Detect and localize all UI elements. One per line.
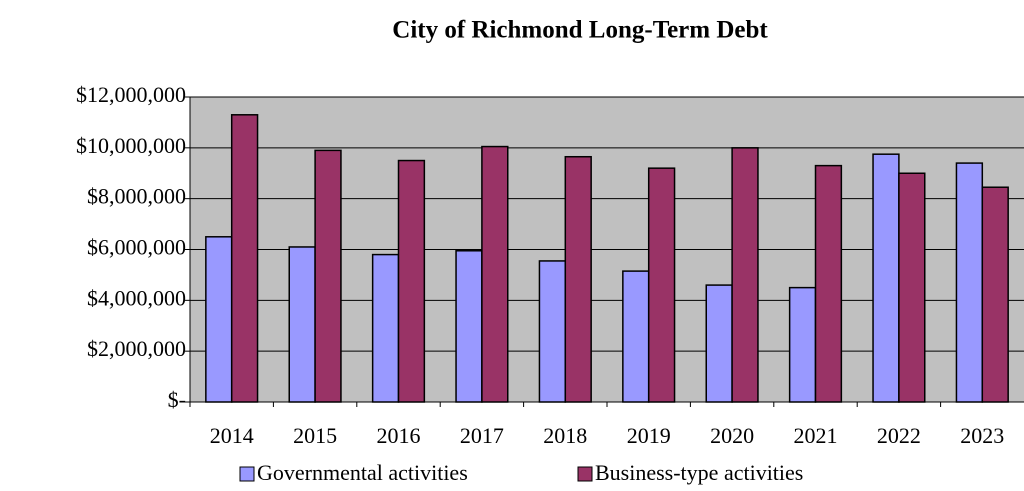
bar — [538, 260, 567, 403]
bar — [481, 145, 509, 403]
bar — [981, 186, 1009, 403]
bar — [564, 155, 592, 403]
bar — [814, 164, 843, 403]
legend-swatch — [577, 466, 593, 482]
legend-label: Business-type activities — [595, 460, 803, 485]
bar — [371, 253, 400, 403]
y-tick-label: $- — [168, 387, 186, 412]
bar — [898, 172, 926, 403]
bar — [314, 149, 342, 403]
y-tick-label: $10,000,000 — [76, 133, 186, 158]
bar — [397, 159, 426, 403]
chart-title: City of Richmond Long-Term Debt — [392, 17, 768, 44]
bar — [288, 246, 316, 403]
x-tick-label: 2020 — [710, 423, 754, 448]
bar — [705, 284, 733, 403]
x-tick-label: 2023 — [960, 423, 1004, 448]
bar — [622, 270, 650, 403]
x-tick-label: 2014 — [210, 423, 254, 448]
y-tick-label: $4,000,000 — [87, 285, 186, 310]
x-tick-label: 2022 — [877, 423, 921, 448]
bar — [455, 250, 483, 403]
x-tick-label: 2017 — [460, 423, 504, 448]
legend-swatch — [239, 466, 255, 482]
x-tick-label: 2018 — [543, 423, 587, 448]
x-tick-label: 2021 — [794, 423, 838, 448]
bar — [647, 167, 676, 403]
x-tick-label: 2015 — [293, 423, 337, 448]
y-tick-label: $6,000,000 — [87, 235, 186, 260]
bar — [872, 153, 900, 403]
y-tick-label: $8,000,000 — [87, 184, 186, 209]
bar — [230, 114, 259, 403]
x-tick-label: 2019 — [627, 423, 671, 448]
y-tick-label: $2,000,000 — [87, 336, 186, 361]
x-tick-label: 2016 — [377, 423, 421, 448]
bar — [788, 286, 817, 403]
bar — [205, 236, 233, 403]
y-tick-label: $12,000,000 — [76, 82, 186, 107]
bar — [955, 162, 984, 403]
legend-label: Governmental activities — [257, 460, 468, 485]
bar — [731, 147, 759, 403]
